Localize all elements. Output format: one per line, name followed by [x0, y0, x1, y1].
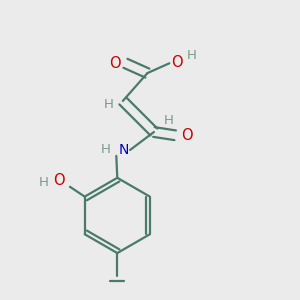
Text: O: O [109, 56, 121, 71]
Text: O: O [181, 128, 193, 143]
Text: O: O [53, 173, 64, 188]
Text: O: O [171, 55, 183, 70]
Text: H: H [39, 176, 49, 189]
Text: N: N [118, 143, 129, 157]
Text: H: H [187, 49, 196, 62]
Text: H: H [164, 114, 174, 127]
Text: H: H [101, 143, 111, 157]
Text: H: H [104, 98, 114, 111]
